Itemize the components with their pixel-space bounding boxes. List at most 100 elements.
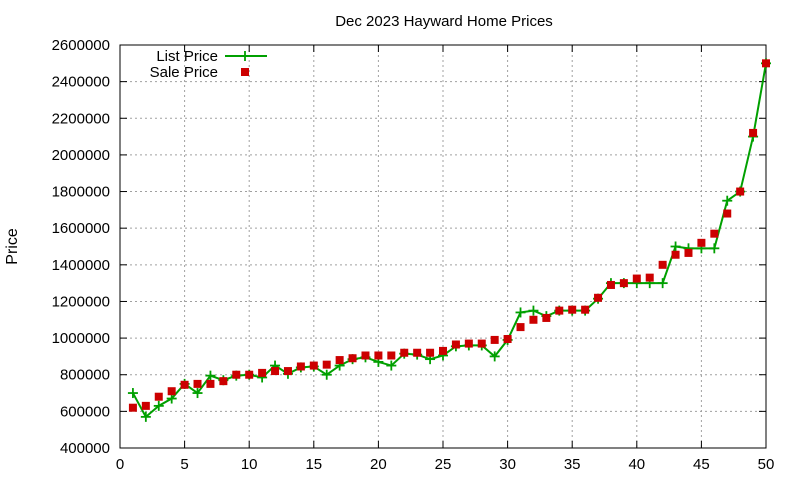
data-point-sale-price xyxy=(413,348,422,357)
data-point-list-price xyxy=(657,278,668,289)
data-point-sale-price xyxy=(684,248,693,257)
data-point-list-price xyxy=(386,360,397,371)
data-point-sale-price xyxy=(258,368,267,377)
data-point-sale-price xyxy=(309,361,318,370)
data-point-sale-price xyxy=(361,351,370,360)
data-point-sale-price xyxy=(542,313,551,322)
y-tick-label: 1400000 xyxy=(52,257,110,274)
legend-marker xyxy=(240,51,250,61)
x-tick-label: 15 xyxy=(305,456,322,473)
data-point-sale-price xyxy=(645,273,654,282)
x-tick-label: 20 xyxy=(370,456,387,473)
data-point-sale-price xyxy=(348,354,357,363)
data-point-sale-price xyxy=(723,209,732,218)
data-point-list-price xyxy=(722,195,733,206)
data-point-sale-price xyxy=(400,348,409,357)
series-sale-price xyxy=(128,59,770,412)
data-point-sale-price xyxy=(594,293,603,302)
data-point-list-price xyxy=(670,241,681,252)
data-point-sale-price xyxy=(464,339,473,348)
data-point-sale-price xyxy=(206,379,215,388)
x-tick-label: 50 xyxy=(758,456,775,473)
data-point-sale-price xyxy=(283,367,292,376)
data-point-list-price xyxy=(205,370,216,381)
x-tick-label: 0 xyxy=(116,456,124,473)
y-tick-label: 2200000 xyxy=(52,110,110,127)
data-point-sale-price xyxy=(697,238,706,247)
data-point-sale-price xyxy=(671,250,680,259)
data-point-list-price xyxy=(127,388,138,399)
y-tick-label: 1000000 xyxy=(52,330,110,347)
legend-marker xyxy=(241,68,249,76)
series-list-price xyxy=(127,58,771,422)
data-point-list-price xyxy=(489,351,500,362)
x-tick-label: 45 xyxy=(693,456,710,473)
data-point-sale-price xyxy=(271,367,280,376)
data-point-sale-price xyxy=(568,305,577,314)
y-tick-label: 800000 xyxy=(60,367,110,384)
data-point-sale-price xyxy=(141,401,150,410)
y-axis-label: Price xyxy=(4,228,21,265)
y-tick-label: 1800000 xyxy=(52,184,110,201)
data-point-sale-price xyxy=(219,377,228,386)
data-point-sale-price xyxy=(736,187,745,196)
data-point-sale-price xyxy=(503,335,512,344)
x-tick-label: 5 xyxy=(180,456,188,473)
data-point-sale-price xyxy=(762,59,770,68)
data-point-sale-price xyxy=(451,340,460,349)
data-point-sale-price xyxy=(439,346,447,355)
data-point-sale-price xyxy=(232,370,241,379)
y-tick-label: 400000 xyxy=(60,440,110,457)
data-series xyxy=(127,58,771,422)
grid-lines xyxy=(120,45,766,448)
data-point-sale-price xyxy=(529,315,538,324)
legend-label: List Price xyxy=(156,48,218,65)
data-point-sale-price xyxy=(749,128,758,137)
axis-ticks: 0 5 10 15 20 25 30 35 40 45 50 400000 600000 800000 10… xyxy=(52,37,775,473)
data-point-sale-price xyxy=(477,339,486,348)
data-point-sale-price xyxy=(167,387,176,396)
x-tick-label: 30 xyxy=(499,456,516,473)
data-point-sale-price xyxy=(335,356,344,365)
data-point-sale-price xyxy=(658,260,667,269)
y-tick-label: 600000 xyxy=(60,403,110,420)
data-point-list-price xyxy=(140,411,151,422)
series-line-list-price xyxy=(132,63,767,419)
data-point-sale-price xyxy=(619,279,628,288)
y-tick-label: 2600000 xyxy=(52,37,110,54)
y-tick-label: 1600000 xyxy=(52,220,110,237)
chart-title: Dec 2023 Hayward Home Prices xyxy=(335,13,553,30)
data-point-sale-price xyxy=(154,392,163,401)
data-point-sale-price xyxy=(322,360,331,369)
y-tick-label: 2000000 xyxy=(52,147,110,164)
data-point-sale-price xyxy=(180,380,189,389)
data-point-list-price xyxy=(192,388,203,399)
data-point-list-price xyxy=(321,369,332,380)
data-point-sale-price xyxy=(296,362,305,371)
y-tick-label: 1200000 xyxy=(52,293,110,310)
data-point-sale-price xyxy=(387,351,396,360)
data-point-sale-price xyxy=(710,229,719,238)
data-point-sale-price xyxy=(245,370,254,379)
data-point-sale-price xyxy=(632,274,641,283)
data-point-sale-price xyxy=(193,379,202,388)
y-tick-label: 2400000 xyxy=(52,74,110,91)
x-tick-label: 10 xyxy=(241,456,258,473)
data-point-sale-price xyxy=(555,306,564,315)
data-point-list-price xyxy=(153,400,164,411)
data-point-list-price xyxy=(515,307,526,318)
data-point-sale-price xyxy=(374,351,383,360)
data-point-sale-price xyxy=(490,335,499,344)
legend-label: Sale Price xyxy=(150,64,218,81)
x-tick-label: 25 xyxy=(435,456,452,473)
data-point-list-price xyxy=(709,243,720,254)
data-point-sale-price xyxy=(606,280,615,289)
data-point-sale-price xyxy=(581,305,590,314)
data-point-sale-price xyxy=(426,348,435,357)
data-point-sale-price xyxy=(128,403,137,412)
data-point-list-price xyxy=(528,305,539,316)
x-tick-label: 35 xyxy=(564,456,581,473)
x-tick-label: 40 xyxy=(628,456,645,473)
